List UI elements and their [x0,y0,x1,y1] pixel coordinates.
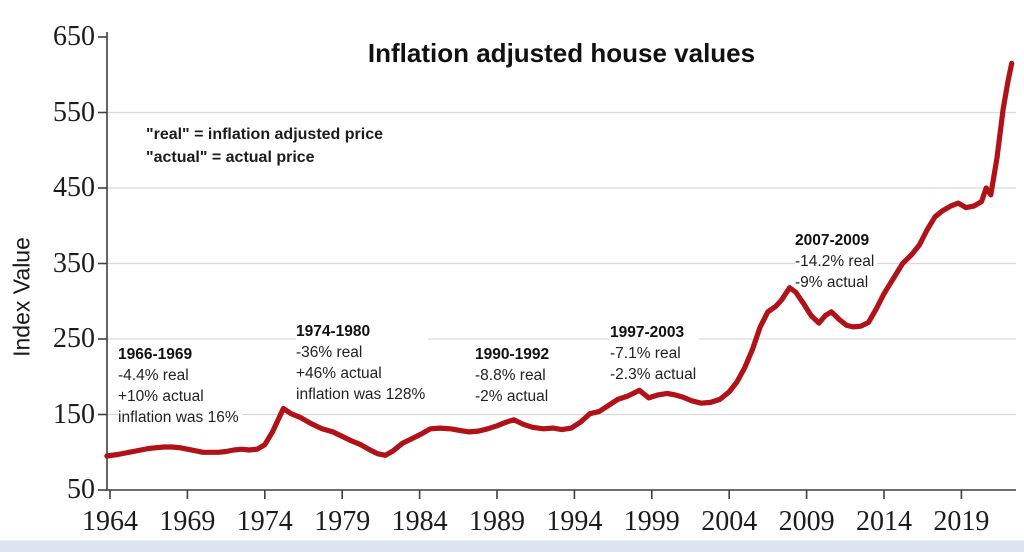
annotation-line: inflation was 128% [296,386,426,403]
chart-title: Inflation adjusted house values [367,38,756,68]
annotation-heading: 1974-1980 [296,323,371,340]
y-tick-label: 50 [67,474,95,505]
y-tick-label: 550 [53,96,95,128]
x-tick-label: 1989 [469,506,525,537]
annotation-1966-1969: 1966-1969 -4.4% real +10% actual inflation … [118,344,242,429]
annotation-1997-2003: 1997-2003 -7.1% real -2.3% actual [610,322,700,386]
y-tick-label: 250 [53,323,95,354]
x-tick-label: 2009 [778,506,835,537]
x-tick-label: 1969 [159,506,216,537]
x-tick-label: 1974 [236,506,293,537]
annotation-line: -36% real [296,344,363,361]
x-tick-label: 1979 [314,506,371,537]
annotation-heading: 1966-1969 [118,346,193,363]
annotation-line: -2.3% actual [610,366,697,383]
annotation-line: +46% actual [296,365,382,382]
annotation-heading: 1990-1992 [475,346,550,363]
annotation-line: -8.8% real [475,367,546,384]
annotation-heading: 2007-2009 [795,232,870,249]
y-tick-label: 450 [53,172,95,203]
x-tick-label: 2014 [856,506,912,537]
y-tick-label: 150 [53,398,95,430]
x-tick-label: 1964 [82,506,138,537]
x-tick-label: 1984 [391,506,448,537]
legend-note-line-actual: "actual" = actual price [146,149,315,166]
annotation-1974-1980: 1974-1980 -36% real +46% actual inflation w… [296,321,429,406]
x-tick-label: 1994 [546,506,603,537]
x-tick-label: 2019 [933,506,990,537]
legend-note: "real" = inflation adjusted price "actua… [143,122,387,170]
annotation-line: -9% actual [795,274,869,291]
legend-note-line-real: "real" = inflation adjusted price [146,126,384,143]
annotation-1990-1992: 1990-1992 -8.8% real -2% actual [475,344,553,408]
annotation-line: -14.2% real [795,253,875,270]
annotation-line: inflation was 16% [118,409,239,426]
annotation-heading: 1997-2003 [610,324,685,341]
bottom-edge-strip [0,540,1024,552]
y-tick-label: 650 [53,21,95,52]
annotation-2007-2009: 2007-2009 -14.2% real -9% actual [795,230,878,294]
annotation-line: -4.4% real [118,367,189,384]
annotation-line: +10% actual [118,388,204,405]
y-tick-label: 350 [53,247,95,279]
annotation-line: -7.1% real [610,345,681,362]
x-tick-label: 1999 [623,506,680,537]
annotation-line: -2% actual [475,388,549,405]
x-tick-label: 2004 [701,506,758,537]
